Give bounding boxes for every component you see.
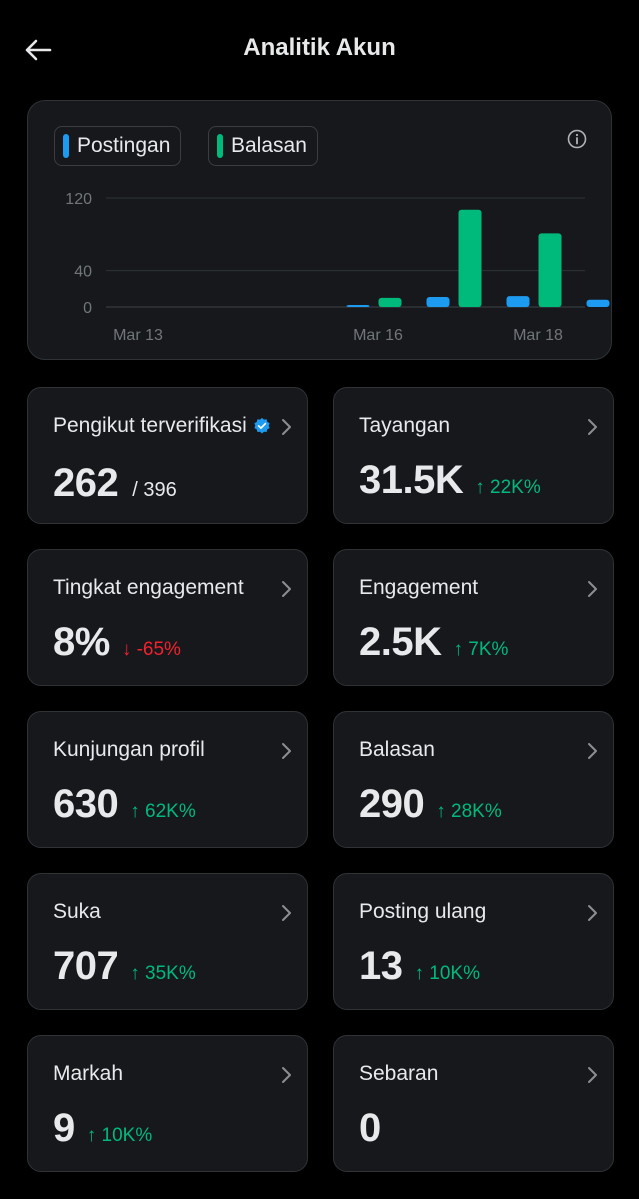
bar-chart: 120 40 0 Mar 13 Mar 16 Mar 18: [65, 191, 610, 344]
stat-change: ↑ 62K%: [130, 801, 196, 822]
stat-change: ↑ 10K%: [86, 1125, 153, 1146]
verified-badge-icon: [254, 417, 270, 434]
stat-value: 630: [53, 782, 119, 826]
stat-card[interactable]: Markah 9 ↑ 10K%: [27, 1035, 308, 1172]
stat-value: 0: [359, 1106, 381, 1150]
chevron-right-icon: [588, 905, 597, 921]
chevron-right-icon: [588, 419, 597, 435]
x-tick-label: Mar 16: [353, 327, 403, 344]
stat-card[interactable]: Balasan 290 ↑ 28K%: [333, 711, 614, 848]
stat-value: 31.5K: [359, 458, 464, 502]
stat-value-row: 0: [359, 1106, 381, 1151]
x-tick-label: Mar 13: [113, 327, 163, 344]
stat-card[interactable]: Tingkat engagement 8% ↓ -65%: [27, 549, 308, 686]
arrow-left-icon: [25, 39, 52, 61]
info-icon[interactable]: [566, 128, 588, 150]
stat-label: Posting ulang: [359, 900, 487, 923]
back-button[interactable]: [18, 30, 58, 70]
chevron-right-icon: [282, 419, 291, 435]
stat-card[interactable]: Engagement 2.5K ↑ 7K%: [333, 549, 614, 686]
stat-label: Tayangan: [359, 414, 451, 437]
stat-label: Suka: [53, 900, 101, 923]
stat-label: Markah: [53, 1062, 124, 1085]
stat-change: ↑ 35K%: [130, 963, 196, 984]
stat-card[interactable]: Pengikut terverifikasi 262 / 396: [27, 387, 308, 524]
legend-replies-toggle[interactable]: Balasan: [208, 126, 318, 166]
stat-value-row: 31.5K ↑ 22K%: [359, 458, 541, 503]
stat-total: / 396: [132, 479, 177, 501]
stat-card[interactable]: Kunjungan profil 630 ↑ 62K%: [27, 711, 308, 848]
stat-change: ↑ 7K%: [453, 639, 509, 660]
legend-posts-label: Postingan: [77, 134, 171, 157]
legend-replies-label: Balasan: [231, 134, 307, 157]
bar-replies: [458, 209, 482, 307]
stat-value: 262: [53, 461, 119, 505]
stat-value: 707: [53, 944, 119, 988]
stat-label: Pengikut terverifikasi: [53, 414, 247, 437]
chevron-right-icon: [282, 905, 291, 921]
bar-posts: [426, 297, 450, 307]
stat-value: 290: [359, 782, 425, 826]
stat-value: 9: [53, 1106, 75, 1150]
legend-posts-toggle[interactable]: Postingan: [54, 126, 182, 166]
stat-change: ↑ 10K%: [414, 963, 480, 984]
stat-label: Kunjungan profil: [53, 738, 205, 761]
chevron-right-icon: [282, 581, 291, 597]
chevron-right-icon: [588, 743, 597, 759]
stat-card[interactable]: Suka 707 ↑ 35K%: [27, 873, 308, 1010]
x-tick-label: Mar 18: [513, 327, 563, 344]
chart-card: Postingan Balasan 120 40 0 Mar 13 Mar 16 Mar …: [27, 100, 612, 360]
stat-change: ↑ 28K%: [436, 801, 502, 822]
chevron-right-icon: [282, 1067, 291, 1083]
bar-posts: [506, 296, 530, 307]
stat-change: ↓ -65%: [121, 639, 181, 660]
stat-card[interactable]: Tayangan 31.5K ↑ 22K%: [333, 387, 614, 524]
stat-value: 8%: [53, 620, 110, 664]
stat-card[interactable]: Posting ulang 13 ↑ 10K%: [333, 873, 614, 1010]
chevron-right-icon: [588, 581, 597, 597]
bar-replies: [538, 233, 562, 307]
bar-posts: [586, 299, 610, 307]
bar-posts: [346, 305, 370, 307]
stat-label: Balasan: [359, 738, 435, 761]
y-tick-label: 0: [83, 300, 92, 317]
bar-replies: [378, 297, 402, 307]
stat-label: Engagement: [359, 576, 479, 599]
chevron-right-icon: [588, 1067, 597, 1083]
stat-value-row: 262 / 396: [53, 461, 177, 506]
stat-value-row: 9 ↑ 10K%: [53, 1106, 152, 1151]
stat-value-row: 13 ↑ 10K%: [359, 944, 480, 989]
stat-value-row: 2.5K ↑ 7K%: [359, 620, 508, 665]
page-title: Analitik Akun: [243, 34, 396, 61]
stat-value-row: 630 ↑ 62K%: [53, 782, 196, 827]
stat-value-row: 8% ↓ -65%: [53, 620, 181, 665]
stat-card[interactable]: Sebaran 0: [333, 1035, 614, 1172]
stat-value: 2.5K: [359, 620, 442, 664]
legend-posts-swatch: [63, 134, 69, 158]
stat-label: Tingkat engagement: [53, 576, 244, 599]
stat-value-row: 290 ↑ 28K%: [359, 782, 502, 827]
stat-label: Sebaran: [359, 1062, 439, 1085]
y-tick-label: 40: [74, 264, 92, 281]
y-tick-label: 120: [65, 191, 92, 208]
legend-replies-swatch: [217, 134, 223, 158]
chevron-right-icon: [282, 743, 291, 759]
top-bar: Analitik Akun: [0, 0, 639, 100]
stat-value-row: 707 ↑ 35K%: [53, 944, 196, 989]
stat-change: ↑ 22K%: [475, 477, 541, 498]
stat-value: 13: [359, 944, 403, 988]
